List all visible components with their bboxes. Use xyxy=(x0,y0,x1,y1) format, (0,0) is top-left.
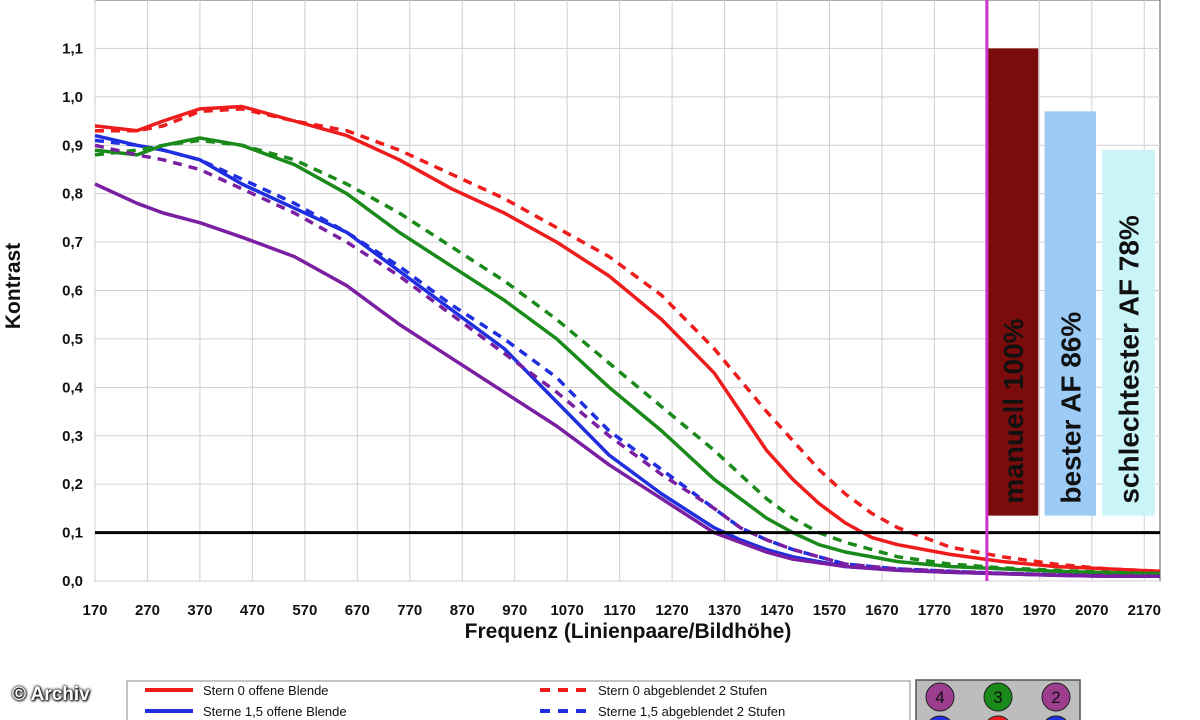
quality-bar-label: manuell 100% xyxy=(998,318,1029,503)
x-tick-label: 870 xyxy=(450,602,475,619)
legend-badge-label: 2 xyxy=(1051,688,1060,707)
x-tick-label: 1970 xyxy=(1023,602,1056,619)
legend-label: Stern 0 offene Blende xyxy=(203,683,329,698)
y-axis-ticks: 0,0 0,1 0,2 0,3 0,4 0,5 0,6 0,7 0,8 0,9 1,0 1,1 xyxy=(62,40,84,590)
quality-bar xyxy=(987,48,1039,516)
x-tick-label: 1570 xyxy=(813,602,846,619)
x-tick-label: 470 xyxy=(240,602,265,619)
y-tick-label: 0,2 xyxy=(62,476,83,493)
y-axis-label: Kontrast xyxy=(2,243,25,329)
y-tick-label: 0,6 xyxy=(62,283,83,300)
quality-bar-label: bester AF 86% xyxy=(1055,312,1086,504)
legend-label: Sterne 1,5 offene Blende xyxy=(203,704,347,719)
y-tick-label: 0,5 xyxy=(62,331,83,348)
x-tick-label: 1370 xyxy=(708,602,741,619)
legend: Stern 0 offene Blende Stern 0 abgeblendet… xyxy=(126,680,911,720)
series-line xyxy=(94,138,1161,576)
x-tick-label: 1870 xyxy=(970,602,1003,619)
legend-badge xyxy=(1041,682,1071,712)
x-tick-label: 1170 xyxy=(603,602,636,619)
x-axis-label: Frequenz (Linienpaare/Bildhöhe) xyxy=(465,620,792,643)
y-tick-label: 0,9 xyxy=(62,137,83,154)
x-tick-label: 670 xyxy=(345,602,370,619)
legend-badge-label: 4 xyxy=(935,688,944,707)
quality-bar xyxy=(1102,150,1155,516)
x-tick-label: 1470 xyxy=(760,602,793,619)
x-tick-label: 570 xyxy=(292,602,317,619)
legend-badge xyxy=(987,715,1009,720)
reference-lines xyxy=(95,0,1160,581)
legend-badges: 4 3 2 xyxy=(915,679,1081,720)
x-tick-label: 270 xyxy=(135,602,160,619)
legend-label: Sterne 1,5 abgeblendet 2 Stufen xyxy=(598,704,785,719)
series-line xyxy=(94,138,1161,578)
legend-badge xyxy=(925,682,955,712)
legend-badge xyxy=(929,715,951,720)
legend-badge xyxy=(1045,715,1067,720)
series-line xyxy=(94,143,1161,578)
x-tick-label: 2170 xyxy=(1128,602,1161,619)
quality-bar-label: schlechtester AF 78% xyxy=(1114,215,1145,504)
x-tick-label: 1770 xyxy=(918,602,951,619)
series-lines xyxy=(94,104,1161,578)
y-tick-label: 1,1 xyxy=(62,40,83,57)
legend-badge xyxy=(983,682,1013,712)
x-tick-label: 2070 xyxy=(1075,602,1108,619)
y-tick-label: 0,0 xyxy=(62,573,83,590)
x-axis-ticks: 170 270 370 470 570 670 770 870 970 1070 1170 1270 1… xyxy=(82,602,1160,619)
x-tick-label: 970 xyxy=(502,602,527,619)
y-tick-label: 1,0 xyxy=(62,89,83,106)
image-credit: © Archiv xyxy=(12,684,90,705)
quality-bar xyxy=(1044,111,1096,516)
y-tick-label: 0,1 xyxy=(62,525,83,542)
quality-bars: manuell 100% bester AF 86% schlechtester A… xyxy=(987,48,1155,516)
series-line xyxy=(94,104,1161,574)
x-tick-label: 1270 xyxy=(655,602,688,619)
x-tick-label: 170 xyxy=(82,602,107,619)
x-tick-label: 370 xyxy=(187,602,212,619)
y-tick-label: 0,3 xyxy=(62,428,83,445)
legend-badge-label: 3 xyxy=(993,688,1002,707)
x-tick-label: 770 xyxy=(397,602,422,619)
y-tick-label: 0,4 xyxy=(62,379,84,396)
legend-box xyxy=(126,680,911,720)
x-tick-label: 1670 xyxy=(865,602,898,619)
y-tick-label: 0,8 xyxy=(62,186,83,203)
series-line xyxy=(95,107,1161,574)
legend-label: Stern 0 abgeblendet 2 Stufen xyxy=(598,683,767,698)
x-tick-label: 1070 xyxy=(550,602,583,619)
y-tick-label: 0,7 xyxy=(62,234,83,251)
